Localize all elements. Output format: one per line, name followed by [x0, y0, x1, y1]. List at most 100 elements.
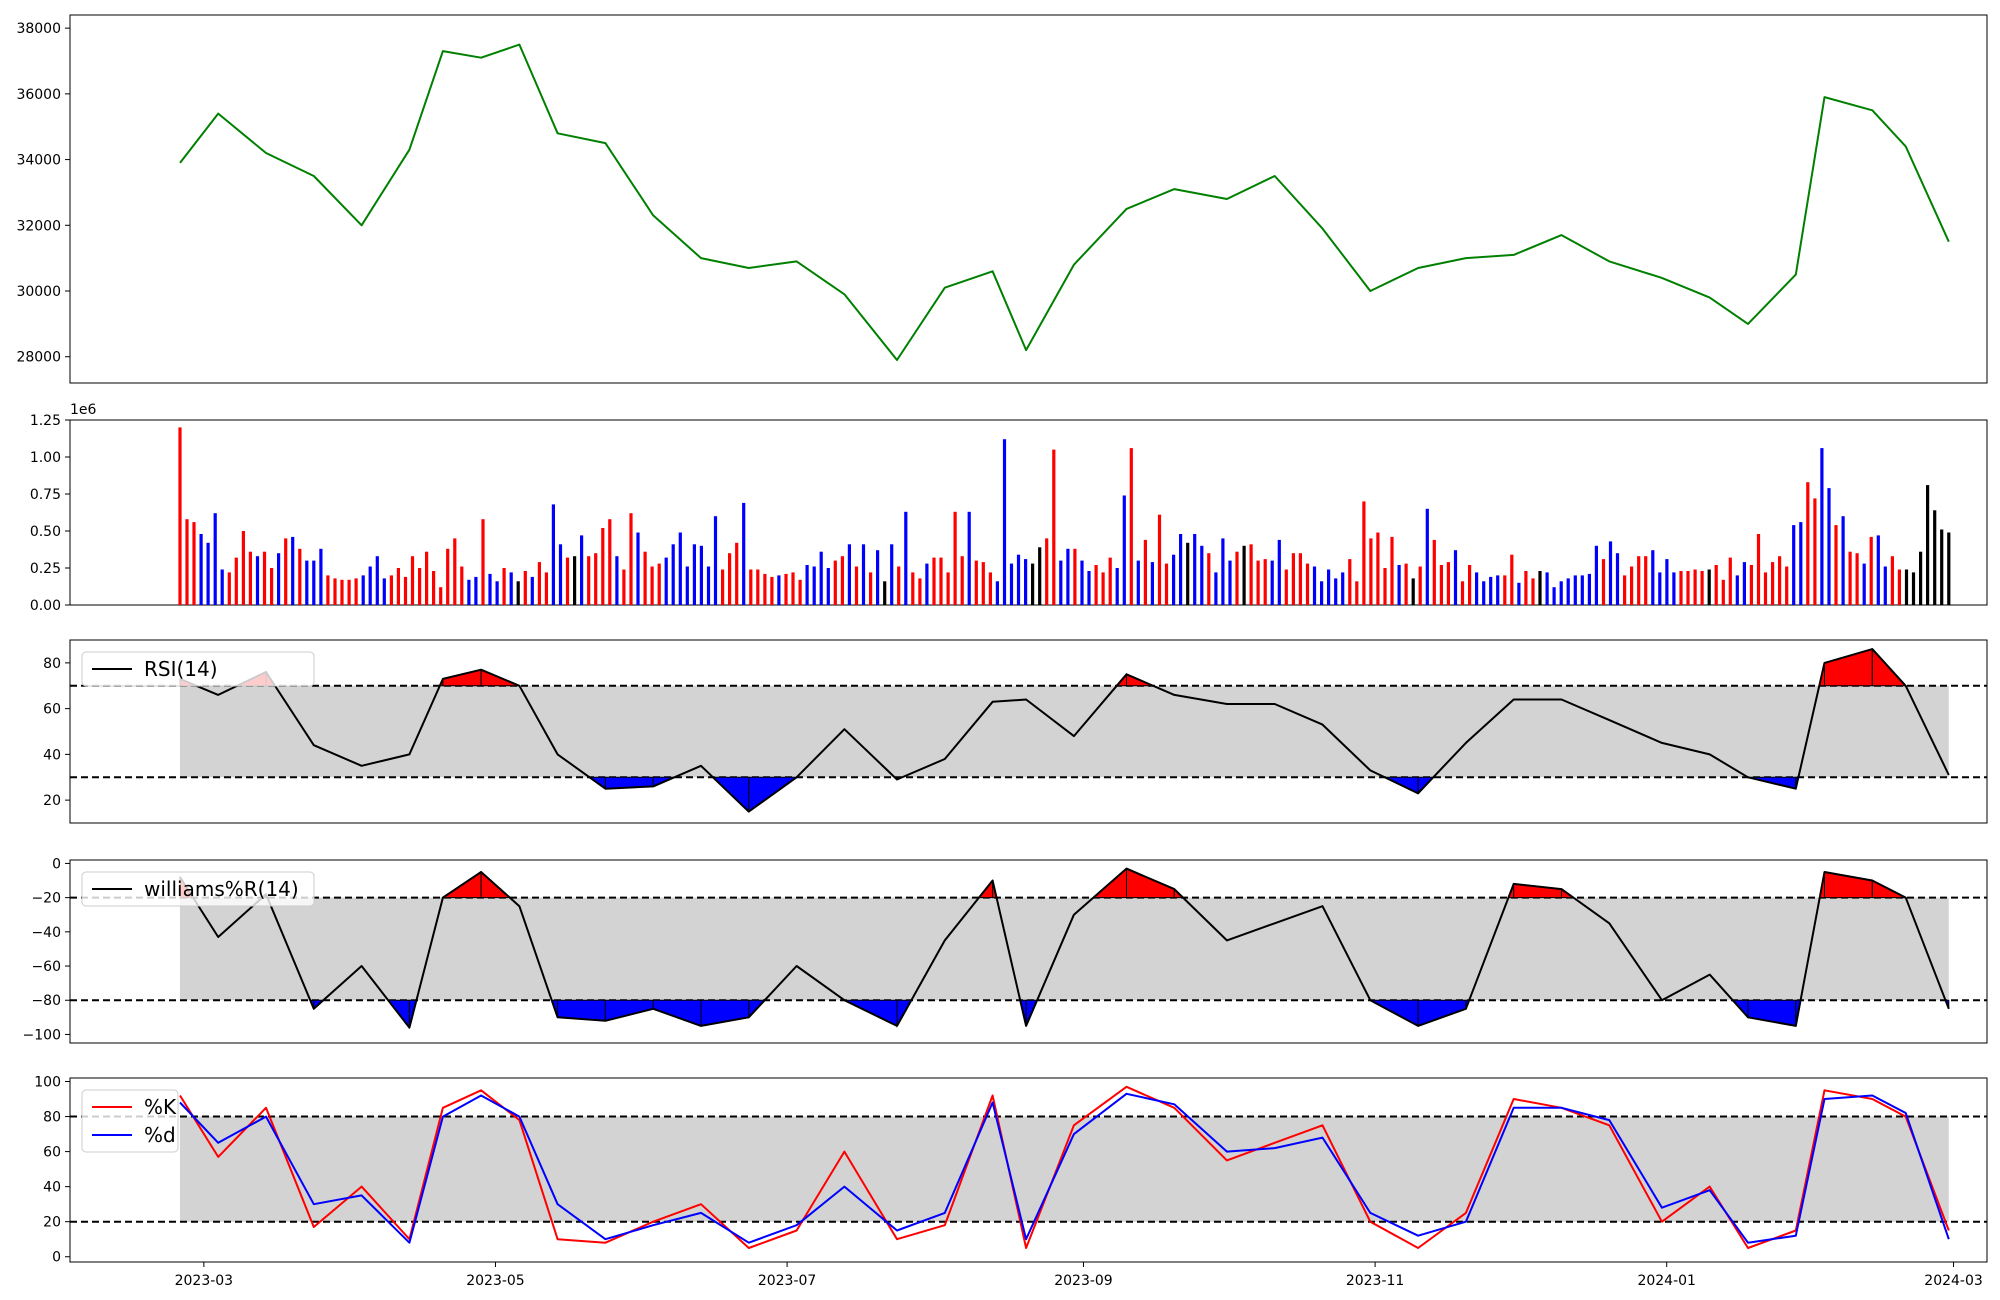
volume-bar: [699, 545, 703, 605]
volume-bar: [1073, 548, 1077, 605]
volume-bar: [1489, 576, 1493, 605]
volume-bar: [488, 573, 492, 605]
volume-bar: [1630, 566, 1634, 605]
volume-bar: [1778, 556, 1782, 605]
volume-bar: [375, 556, 379, 605]
volume-bar: [763, 573, 767, 605]
volume-bar: [749, 569, 753, 605]
volume-bar: [1016, 554, 1021, 605]
volume-bar: [876, 550, 880, 605]
volume-bar: [481, 519, 485, 605]
volume-bar: [1580, 575, 1584, 605]
volume-bar: [1496, 575, 1500, 605]
volume-bar: [960, 556, 964, 605]
y-tick-label: 36000: [16, 87, 61, 103]
volume-bar: [1820, 448, 1824, 605]
volume-bar: [1002, 439, 1007, 605]
volume-bar: [1623, 575, 1627, 605]
volume-bar: [1334, 578, 1338, 605]
volume-bar: [234, 557, 238, 605]
volume-bar: [1453, 550, 1458, 605]
volume-bar: [537, 562, 541, 605]
y-tick-label: 0.75: [30, 487, 61, 503]
volume-bar: [1045, 538, 1049, 605]
volume-bar: [1651, 550, 1655, 605]
volume-bar: [453, 538, 457, 605]
volume-bar: [1792, 525, 1796, 605]
x-tick-label: 2023-09: [1054, 1273, 1113, 1289]
legend-box: [81, 651, 315, 687]
volume-bar: [580, 535, 584, 605]
y-tick-label: 20: [43, 793, 61, 809]
y-tick-label: 32000: [16, 218, 61, 234]
rsi-line: [179, 648, 1950, 813]
volume-bar: [1615, 553, 1620, 605]
volume-bar: [1024, 559, 1028, 605]
volume-bar: [1848, 551, 1852, 605]
volume-bar: [1524, 571, 1528, 605]
volume-bar: [333, 578, 337, 605]
axes-frame-rsi: [69, 639, 1988, 824]
volume-bar: [558, 544, 563, 605]
volume-bar: [1742, 562, 1746, 605]
volume-bar: [1460, 581, 1465, 605]
y-tick-label: 0: [52, 856, 61, 872]
volume-bar: [1911, 572, 1916, 605]
volume-bar: [425, 551, 429, 605]
volume-bar: [1503, 575, 1507, 605]
volume-bar: [1291, 553, 1295, 605]
volume-bar: [1693, 569, 1697, 605]
y-tick-label: −40: [31, 925, 61, 941]
volume-bar: [1813, 498, 1817, 605]
volume-bar: [262, 551, 267, 605]
volume-bar: [685, 566, 689, 605]
volume-bar: [869, 572, 873, 605]
volume-bar: [1531, 578, 1535, 605]
volume-bar: [1390, 536, 1394, 605]
volume-bar: [671, 544, 675, 605]
volume-bar: [1157, 514, 1162, 605]
volume-bar: [1059, 560, 1063, 605]
volume-bar: [1517, 582, 1521, 605]
volume-bar: [1256, 560, 1260, 605]
volume-bar: [1066, 548, 1070, 605]
volume-bar: [1869, 536, 1873, 605]
legend-label: %d: [144, 1123, 176, 1147]
volume-bar: [728, 553, 732, 605]
volume-bar: [551, 504, 555, 605]
volume-bar: [1672, 572, 1676, 605]
volume-bar: [1270, 560, 1274, 605]
volume-bar: [1933, 510, 1937, 605]
volume-bar: [523, 571, 527, 605]
y-tick-label: 40: [43, 747, 61, 763]
volume-bar: [847, 544, 851, 605]
volume-bar: [1411, 578, 1415, 605]
volume-bar: [1763, 572, 1768, 605]
volume-bar: [1172, 554, 1176, 605]
volume-bar: [1397, 565, 1401, 605]
price-line: [179, 43, 1950, 361]
volume-bar: [1249, 544, 1253, 605]
volume-bar: [1186, 542, 1190, 605]
volume-bar: [1101, 572, 1105, 605]
volume-bar: [368, 566, 372, 605]
volume-bar: [270, 568, 274, 605]
volume-bar: [361, 575, 365, 605]
volume-bar: [861, 544, 866, 605]
legend-label: %K: [144, 1095, 177, 1119]
volume-bar: [1785, 566, 1789, 605]
axes-frame-volume: [69, 419, 1988, 606]
volume-bar: [967, 511, 971, 605]
volume-bar: [1475, 572, 1479, 605]
volume-bar: [439, 587, 443, 605]
volume-bar: [1327, 569, 1331, 605]
volume-bar: [1806, 482, 1810, 605]
y-tick-label: 60: [43, 1145, 61, 1161]
volume-bar: [277, 553, 281, 605]
volume-bar: [1608, 541, 1613, 605]
volume-bar: [530, 576, 534, 605]
volume-bar: [706, 566, 711, 605]
y-tick-label: 30000: [16, 284, 61, 300]
percent-d-line: [179, 1092, 1950, 1244]
volume-bar: [1552, 587, 1556, 605]
